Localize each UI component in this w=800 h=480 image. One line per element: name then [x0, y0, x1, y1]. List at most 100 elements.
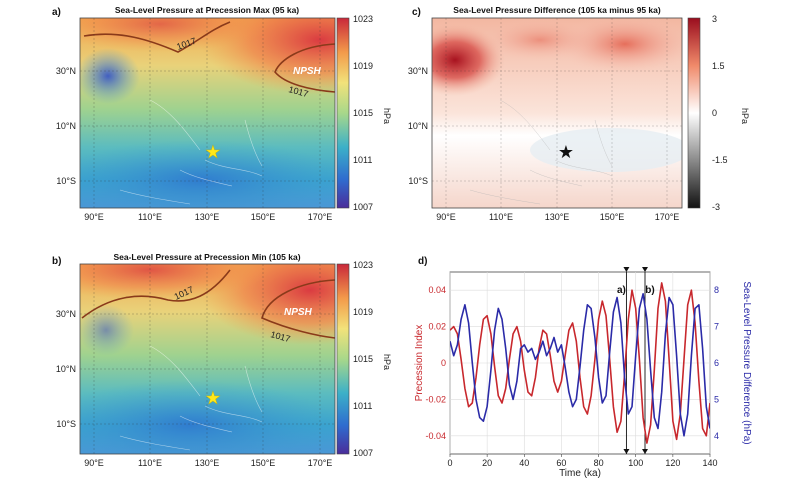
colorbar-tick: 1011: [353, 155, 372, 165]
axis-ticks: 0 20 40 60 80 100 120 140 0.04 0.02 0 -0.02 -0.04 8 7 6…: [425, 285, 719, 468]
colorbar-a: 1023 1019 1015 1011 1007 hPa: [336, 14, 392, 212]
time-marker-arrow-top: [642, 267, 648, 272]
npsh-label-b: NPSH: [284, 307, 313, 318]
x-tick-label: 20: [482, 458, 492, 468]
panel-c-map: [432, 18, 682, 208]
colorbar-tick: 1019: [353, 61, 373, 71]
panel-a: a) Sea-Level Pressure at Precession Max …: [52, 5, 336, 209]
graticule-a: [80, 18, 335, 208]
lon-tick: 170°E: [655, 212, 680, 222]
marker-a-label: a): [617, 285, 626, 296]
contour-1017-north-b: [81, 269, 231, 319]
lon-tick: 130°E: [195, 212, 220, 222]
panel-a-label: a): [52, 7, 61, 18]
y-right-tick-label: 5: [714, 394, 719, 404]
panel-c-title: Sea-Level Pressure Difference (105 ka mi…: [453, 5, 661, 15]
colorbar-unit: hPa: [382, 108, 392, 124]
contour-1017-npsh-b: [261, 279, 335, 339]
lon-tick: 110°E: [138, 212, 162, 222]
npsh-label-a: NPSH: [293, 66, 322, 77]
x-tick-label: 0: [447, 458, 452, 468]
colorbar-tick: 1023: [353, 14, 373, 24]
lon-tick: 150°E: [600, 212, 625, 222]
graticule-c: [432, 18, 682, 208]
lat-tick: 30°N: [408, 66, 428, 76]
colorbar-tick: 1015: [353, 108, 373, 118]
lon-tick: 110°E: [489, 212, 513, 222]
y-right-tick-label: 6: [714, 358, 719, 368]
y-left-tick-label: 0.02: [428, 322, 446, 332]
lon-tick: 90°E: [436, 212, 456, 222]
colorbar-tick: 1007: [353, 448, 373, 458]
y-left-tick-label: -0.04: [425, 431, 446, 441]
series-line-slp-difference: [450, 293, 710, 437]
lat-tick: 30°N: [56, 309, 76, 319]
series-group: [450, 282, 710, 444]
contour-1017-north: [83, 21, 231, 53]
x-tick-label: 60: [556, 458, 566, 468]
y-axis-label-right: Sea-Level Pressure Difference (hPa): [741, 281, 752, 444]
coastlines-a: [119, 99, 263, 205]
x-axis-label: Time (ka): [559, 468, 601, 479]
x-tick-label: 100: [628, 458, 643, 468]
marker-b-label: b): [645, 285, 654, 296]
coastlines-c: [469, 99, 613, 205]
coastlines-b: [119, 345, 263, 451]
lon-tick: 170°E: [308, 212, 333, 222]
lat-tick: 10°S: [56, 176, 76, 186]
colorbar-tick: 1015: [353, 354, 373, 364]
x-tick-label: 40: [519, 458, 529, 468]
colorbar-tick: 1019: [353, 307, 373, 317]
lat-tick: 10°N: [56, 121, 76, 131]
star-icon-b: ★: [205, 388, 221, 408]
panel-b-label: b): [52, 256, 61, 267]
lat-tick: 10°S: [56, 419, 76, 429]
lon-tick: 170°E: [308, 458, 333, 468]
colorbar-tick: 1.5: [712, 61, 725, 71]
colorbar-tick: 1023: [353, 260, 373, 270]
contour-1017-npsh: [274, 43, 335, 93]
lon-tick: 150°E: [251, 212, 276, 222]
panel-c: c) Sea-Level Pressure Difference (105 ka…: [412, 5, 683, 209]
lat-tick: 10°S: [408, 176, 428, 186]
x-tick-label: 140: [702, 458, 717, 468]
colorbar-unit: hPa: [382, 354, 392, 370]
y-left-tick-label: 0.04: [428, 285, 446, 295]
colorbar-tick: -3: [712, 202, 720, 212]
lon-tick: 90°E: [84, 458, 104, 468]
star-icon-a: ★: [205, 142, 221, 162]
colorbar-tick: 1011: [353, 401, 372, 411]
colorbar-tick: 3: [712, 14, 717, 24]
panel-b-map: [80, 264, 335, 454]
colorbar-tick: 1007: [353, 202, 373, 212]
colorbar-b: 1023 1019 1015 1011 1007 hPa: [336, 260, 392, 458]
panel-d: d) 0 20 40 60 80 100 120 140 0.04 0.02 0 -0.02 -0.04…: [414, 256, 752, 479]
y-right-tick-label: 4: [714, 431, 719, 441]
y-right-tick-label: 8: [714, 285, 719, 295]
time-marker-arrow-bottom: [642, 449, 648, 454]
map-ticks-b: 90°E 110°E 130°E 150°E 170°E 30°N 10°N 1…: [56, 309, 332, 468]
colorbar-unit: hPa: [740, 108, 750, 124]
y-left-tick-label: 0: [441, 358, 446, 368]
map-ticks-a: 90°E 110°E 130°E 150°E 170°E 30°N 10°N 1…: [56, 66, 332, 222]
lon-tick: 130°E: [195, 458, 220, 468]
x-tick-label: 80: [594, 458, 604, 468]
panel-a-title: Sea-Level Pressure at Precession Max (95…: [115, 5, 299, 15]
colorbar-tick: 0: [712, 108, 717, 118]
star-icon-c: ★: [558, 142, 574, 162]
y-left-tick-label: -0.02: [425, 394, 446, 404]
lon-tick: 90°E: [84, 212, 104, 222]
time-marker-arrow-bottom: [623, 449, 630, 454]
map-ticks-c: 90°E 110°E 130°E 150°E 170°E 30°N 10°N 1…: [408, 66, 679, 222]
panel-d-label: d): [418, 256, 427, 267]
lon-tick: 110°E: [138, 458, 162, 468]
y-right-tick-label: 7: [714, 322, 719, 332]
lat-tick: 10°N: [408, 121, 428, 131]
x-tick-label: 120: [665, 458, 680, 468]
lon-tick: 130°E: [545, 212, 570, 222]
colorbar-c: 3 1.5 0 -1.5 -3 hPa: [687, 14, 750, 212]
time-marker-arrow-top: [623, 267, 630, 272]
colorbar-tick: -1.5: [712, 155, 728, 165]
lat-tick: 30°N: [56, 66, 76, 76]
